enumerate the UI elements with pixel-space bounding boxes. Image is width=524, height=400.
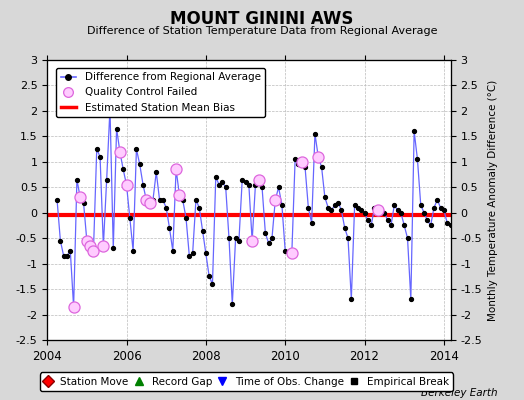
Text: Berkeley Earth: Berkeley Earth: [421, 388, 498, 398]
Y-axis label: Monthly Temperature Anomaly Difference (°C): Monthly Temperature Anomaly Difference (…: [488, 79, 498, 321]
Legend: Station Move, Record Gap, Time of Obs. Change, Empirical Break: Station Move, Record Gap, Time of Obs. C…: [39, 372, 453, 391]
Text: Difference of Station Temperature Data from Regional Average: Difference of Station Temperature Data f…: [87, 26, 437, 36]
Text: MOUNT GININI AWS: MOUNT GININI AWS: [170, 10, 354, 28]
Legend: Difference from Regional Average, Quality Control Failed, Estimated Station Mean: Difference from Regional Average, Qualit…: [57, 68, 265, 117]
